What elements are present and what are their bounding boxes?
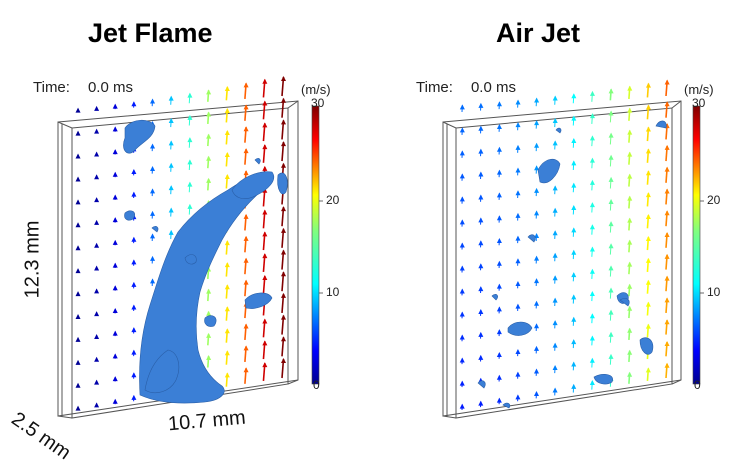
time-value: 0.0 ms <box>87 79 133 96</box>
height-dimension-label: 12.3 mm <box>21 220 44 299</box>
air-jet-domain-box <box>442 100 682 419</box>
air-jet-colorbar-tick-20: 20 <box>707 193 721 207</box>
time-value: 0.0 ms <box>470 79 516 96</box>
jet-flame-colorbar-tick-20: 20 <box>326 193 340 207</box>
air-jet-colorbar-unit: (m/s) <box>684 82 714 97</box>
air-jet-colorbar-tick-0: 0 <box>694 378 701 392</box>
air-jet-title: Air Jet <box>496 18 581 48</box>
air-jet-colorbar-tick-10: 10 <box>707 285 721 299</box>
jet-flame-colorbar <box>311 105 320 385</box>
air-jet-colorbar-tick-30: 30 <box>692 96 706 110</box>
air-jet-colorbar <box>692 105 701 385</box>
jet-flame-time-readout: Time: 0.0 ms <box>33 79 133 96</box>
jet-flame-domain-box <box>57 100 299 419</box>
air-jet-velocity-vectors <box>459 79 670 411</box>
jet-flame-colorbar-tick-10: 10 <box>326 285 340 299</box>
jet-flame-colorbar-tick-30: 30 <box>311 96 325 110</box>
jet-flame-colorbar-tick-0: 0 <box>313 378 320 392</box>
time-label: Time: <box>416 79 453 96</box>
jet-flame-title: Jet Flame <box>88 18 213 48</box>
air-jet-time-readout: Time: 0.0 ms <box>416 79 516 96</box>
air-jet-isosurface <box>477 120 667 409</box>
time-label: Time: <box>33 79 70 96</box>
jet-flame-isosurface <box>123 119 288 404</box>
jet-flame-colorbar-unit: (m/s) <box>301 82 331 97</box>
